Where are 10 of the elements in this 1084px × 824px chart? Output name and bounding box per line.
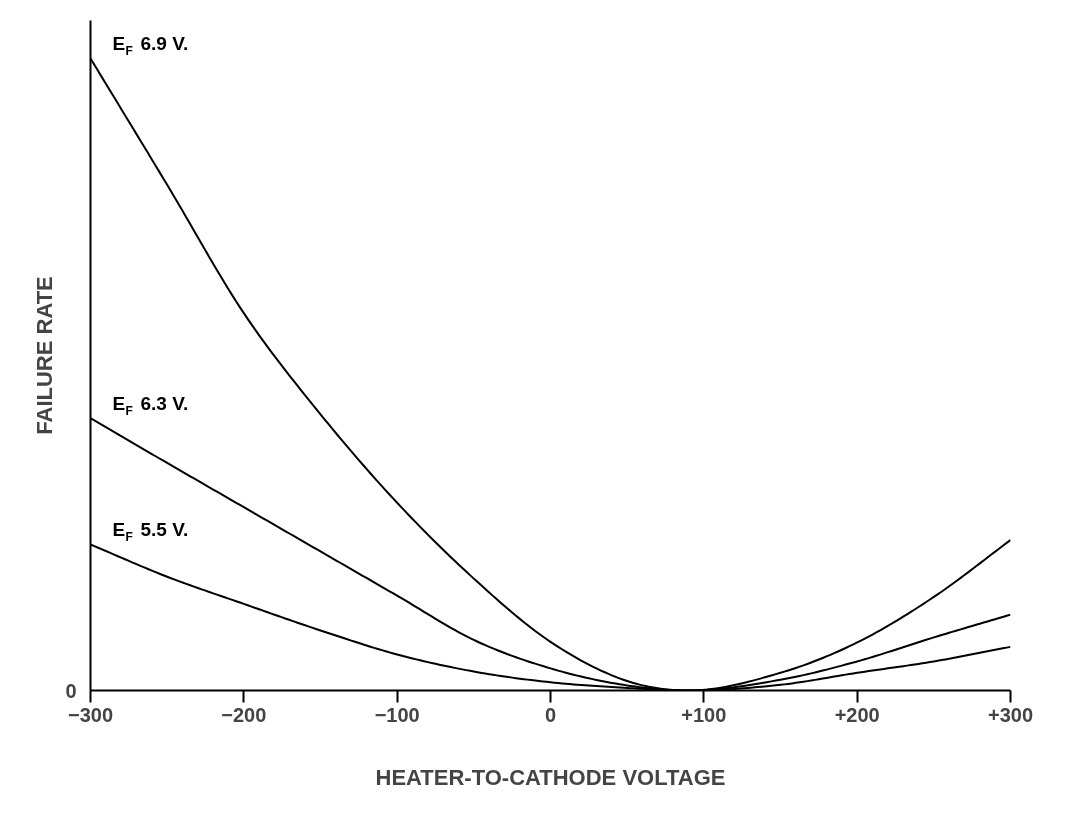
x-tick-label: +100 [681, 703, 727, 726]
x-tick-label: −300 [67, 703, 114, 726]
y-axis-title: FAILURE RATE [32, 276, 58, 435]
x-tick-label: −100 [374, 703, 420, 726]
text: 0 [65, 679, 77, 702]
x-tick-label: +300 [987, 703, 1034, 726]
x-tick-label: −200 [221, 703, 267, 726]
x-tick-label: +200 [834, 703, 880, 726]
x-tick-label: 0 [544, 703, 557, 726]
x-axis-title: HEATER-TO-CATHODE VOLTAGE [375, 764, 726, 790]
